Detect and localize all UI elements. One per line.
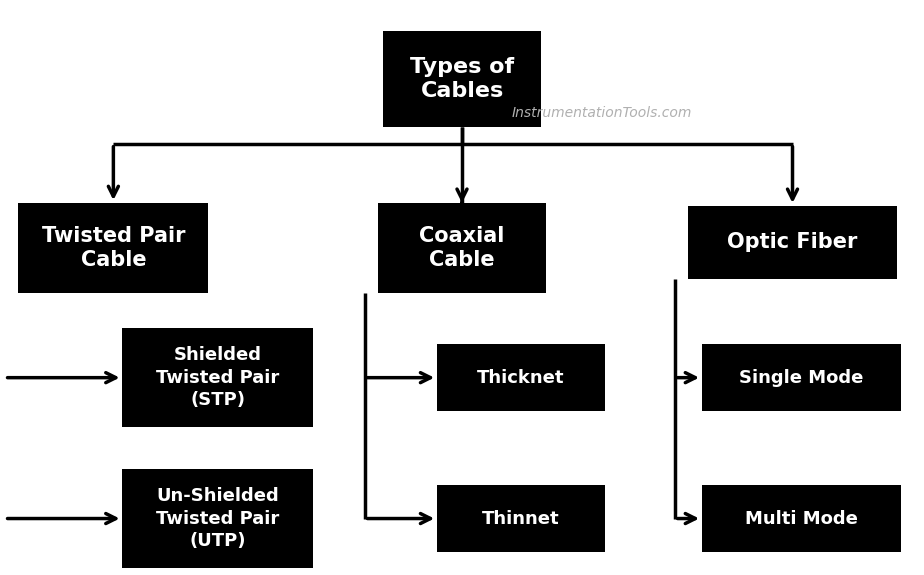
Text: Thinnet: Thinnet	[482, 509, 560, 527]
Text: Coaxial
Cable: Coaxial Cable	[419, 225, 505, 270]
FancyBboxPatch shape	[688, 206, 896, 279]
FancyBboxPatch shape	[702, 344, 901, 412]
FancyBboxPatch shape	[122, 328, 312, 427]
Text: Un-Shielded
Twisted Pair
(UTP): Un-Shielded Twisted Pair (UTP)	[156, 488, 279, 550]
FancyBboxPatch shape	[122, 469, 312, 568]
FancyBboxPatch shape	[437, 485, 604, 553]
Text: Single Mode: Single Mode	[739, 369, 864, 386]
Text: Multi Mode: Multi Mode	[745, 509, 858, 527]
Text: Optic Fiber: Optic Fiber	[727, 232, 857, 252]
FancyBboxPatch shape	[18, 203, 209, 293]
Text: Twisted Pair
Cable: Twisted Pair Cable	[42, 225, 185, 270]
FancyBboxPatch shape	[383, 31, 541, 127]
Text: InstrumentationTools.com: InstrumentationTools.com	[512, 106, 692, 120]
Text: Types of
Cables: Types of Cables	[410, 56, 514, 101]
FancyBboxPatch shape	[378, 203, 546, 293]
FancyBboxPatch shape	[437, 344, 604, 412]
Text: Shielded
Twisted Pair
(STP): Shielded Twisted Pair (STP)	[156, 347, 279, 409]
Text: Thicknet: Thicknet	[477, 369, 565, 386]
FancyBboxPatch shape	[702, 485, 901, 553]
